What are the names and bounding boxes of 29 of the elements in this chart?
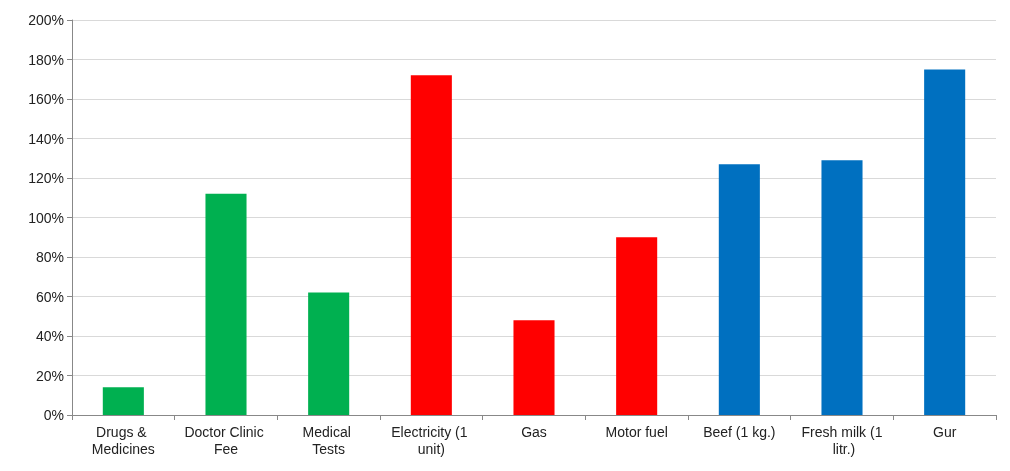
bar [616, 237, 658, 415]
x-tick-label: Fresh milk (1 litr.) [801, 423, 883, 457]
y-tick-label: 100% [28, 209, 64, 226]
y-tick-label: 180% [28, 51, 64, 68]
y-tick-label: 140% [28, 130, 64, 147]
y-tick-label: 60% [35, 288, 64, 305]
bar [513, 320, 555, 415]
y-tick-label: 20% [35, 367, 64, 384]
bar [308, 292, 350, 415]
x-tick-label: Motor fuel [605, 423, 668, 440]
x-tick-label: Medical Tests [302, 423, 355, 457]
bar [821, 160, 863, 415]
y-tick-label: 80% [35, 249, 64, 265]
bar [924, 69, 966, 415]
y-tick-label: 0% [43, 407, 64, 423]
x-tick-label: Doctor Clinic Fee [184, 423, 268, 457]
bar [102, 387, 144, 415]
bar [205, 193, 247, 415]
x-tick-label: Drugs & Medicines [91, 423, 155, 457]
y-tick-label: 160% [28, 91, 64, 107]
x-tick-label: Gur [932, 423, 957, 440]
y-tick-label: 200% [28, 12, 64, 28]
y-tick-label: 40% [35, 328, 64, 344]
x-tick-label: Beef (1 kg.) [703, 423, 776, 440]
x-tick-label: Electricity (1 unit) [391, 423, 472, 457]
y-tick-label: 120% [28, 170, 64, 186]
bar [410, 75, 452, 415]
bar [718, 164, 760, 415]
x-tick-label: Gas [521, 423, 547, 440]
